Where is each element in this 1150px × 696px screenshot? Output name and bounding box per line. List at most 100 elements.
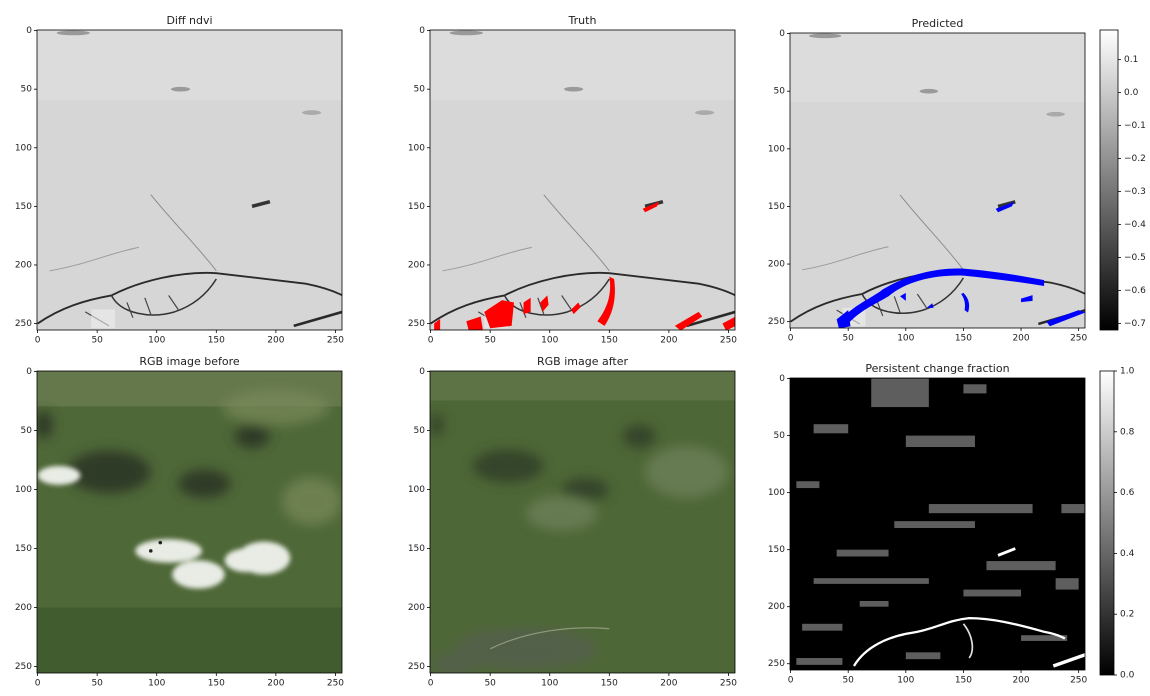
y-tick-label: 150 — [15, 202, 32, 212]
image-detail — [1056, 578, 1079, 589]
x-tick-label: 150 — [601, 679, 618, 689]
image-detail — [860, 601, 889, 607]
x-tick-label: 200 — [660, 336, 677, 346]
x-tick-label: 100 — [897, 676, 914, 686]
panel-title: Predicted — [912, 17, 964, 30]
y-tick-label: 100 — [15, 143, 32, 153]
image-detail — [37, 608, 342, 674]
image-detail — [67, 451, 150, 493]
x-tick-label: 0 — [788, 334, 794, 344]
image — [790, 378, 1086, 670]
y-tick-label: 50 — [774, 431, 786, 441]
y-tick-label: 100 — [768, 488, 785, 498]
image-detail — [622, 425, 655, 449]
image-detail — [429, 413, 443, 437]
image-detail — [564, 87, 583, 92]
y-tick-label: 250 — [408, 662, 425, 672]
x-tick-label: 0 — [35, 336, 41, 346]
x-tick-label: 50 — [842, 334, 854, 344]
image-detail — [796, 658, 842, 665]
y-tick-label: 250 — [15, 662, 32, 672]
colorbar-tick-label: 0.0 — [1124, 88, 1139, 98]
panel-title: RGB image after — [537, 355, 628, 368]
y-tick-label: 200 — [768, 260, 785, 270]
panel-title: Truth — [568, 14, 597, 27]
y-tick-label: 150 — [408, 202, 425, 212]
x-tick-label: 100 — [897, 334, 914, 344]
image-detail — [871, 379, 929, 408]
panel-title: Diff ndvi — [166, 14, 212, 27]
colorbar — [1100, 371, 1114, 675]
panel-title: RGB image before — [139, 355, 240, 368]
x-tick-label: 100 — [148, 679, 165, 689]
image-detail — [57, 31, 90, 36]
image — [34, 371, 342, 674]
x-tick-label: 0 — [35, 679, 41, 689]
image-detail — [802, 624, 842, 631]
y-tick-label: 50 — [414, 85, 426, 95]
y-tick-label: 150 — [15, 544, 32, 554]
y-tick-label: 200 — [768, 602, 785, 612]
colorbar-tick-label: 0.1 — [1124, 55, 1138, 65]
x-tick-label: 250 — [327, 336, 344, 346]
x-tick-label: 50 — [91, 336, 103, 346]
colorbar-tick-label: 0.0 — [1120, 671, 1135, 681]
y-tick-label: 50 — [21, 426, 33, 436]
colorbar-tick-label: 0.8 — [1120, 427, 1135, 437]
y-tick-label: 150 — [408, 544, 425, 554]
image-detail — [920, 89, 938, 94]
image-detail — [178, 470, 230, 498]
y-tick-label: 0 — [26, 367, 32, 377]
y-tick-label: 150 — [768, 202, 785, 212]
image-detail — [814, 578, 929, 584]
x-tick-label: 100 — [541, 679, 558, 689]
colorbar-tick-label: −0.1 — [1124, 121, 1146, 131]
colorbar — [1100, 30, 1118, 330]
image-detail — [149, 549, 153, 553]
y-tick-label: 0 — [419, 367, 425, 377]
y-tick-label: 200 — [408, 603, 425, 613]
colorbar-tick-label: −0.3 — [1124, 187, 1146, 197]
y-tick-label: 200 — [15, 260, 32, 270]
x-tick-label: 200 — [1012, 676, 1029, 686]
panel-title: Persistent change fraction — [865, 362, 1009, 375]
image-detail — [282, 478, 342, 525]
image-detail — [1061, 504, 1084, 513]
y-tick-label: 50 — [774, 87, 786, 97]
x-tick-label: 200 — [267, 679, 284, 689]
y-tick-label: 250 — [768, 317, 785, 327]
colorbar-tick-label: 0.2 — [1120, 610, 1134, 620]
image-detail — [645, 446, 728, 498]
y-tick-label: 250 — [15, 319, 32, 329]
image-detail — [171, 87, 190, 92]
image — [429, 371, 735, 676]
x-tick-label: 200 — [1012, 334, 1029, 344]
colorbar-tick-label: −0.5 — [1124, 253, 1146, 263]
image-detail — [172, 560, 224, 588]
colorbar-tick-label: 1.0 — [1120, 367, 1135, 377]
image-detail — [894, 521, 975, 528]
colorbar-tick-label: 0.4 — [1120, 549, 1135, 559]
x-tick-label: 100 — [541, 336, 558, 346]
y-tick-label: 100 — [408, 485, 425, 495]
image-detail — [526, 495, 597, 530]
x-tick-label: 250 — [1070, 334, 1087, 344]
image-detail — [796, 481, 819, 488]
colorbar-tick-label: −0.7 — [1124, 319, 1146, 329]
y-tick-label: 100 — [408, 143, 425, 153]
x-tick-label: 250 — [720, 336, 737, 346]
colorbar-tick-label: −0.6 — [1124, 286, 1146, 296]
x-tick-label: 150 — [208, 679, 225, 689]
image-detail — [814, 424, 849, 433]
y-tick-label: 150 — [768, 545, 785, 555]
image-detail — [695, 110, 714, 115]
x-tick-label: 250 — [327, 679, 344, 689]
colorbar-tick-label: −0.4 — [1124, 220, 1146, 230]
image-detail — [222, 389, 329, 424]
colorbar-tick-label: −0.2 — [1124, 154, 1146, 164]
x-tick-label: 50 — [842, 676, 854, 686]
colorbar-tick-label: 0.6 — [1120, 488, 1135, 498]
image-detail — [963, 384, 986, 393]
image — [37, 30, 343, 330]
image-detail — [135, 539, 202, 563]
